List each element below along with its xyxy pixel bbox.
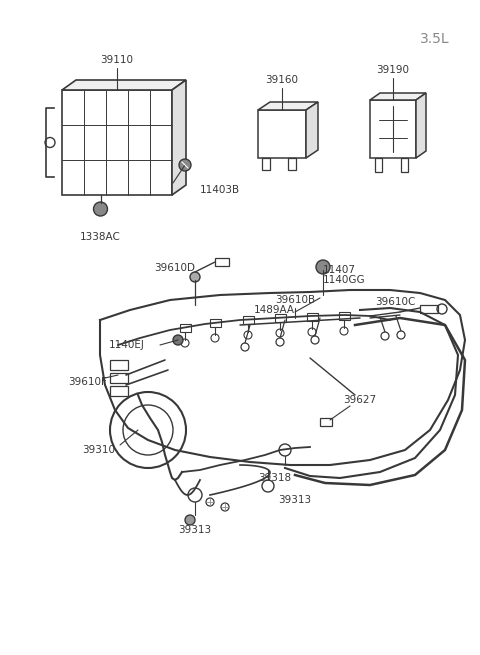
Text: 39110: 39110 [100,55,133,65]
Polygon shape [258,102,318,110]
Text: 11407: 11407 [323,265,356,275]
Text: 11403B: 11403B [200,185,240,195]
Polygon shape [306,102,318,158]
Text: 39627: 39627 [343,395,377,405]
Text: 39610D: 39610D [154,263,195,273]
Text: 39318: 39318 [258,473,291,483]
Polygon shape [370,93,426,100]
Text: 39310: 39310 [82,445,115,455]
Text: 39190: 39190 [376,65,409,75]
Bar [180,324,191,332]
Polygon shape [172,80,186,195]
Text: 1338AC: 1338AC [80,232,121,242]
Text: 39313: 39313 [179,525,212,535]
Bar [215,258,229,266]
Text: 39610C: 39610C [375,297,415,307]
Bar [275,314,286,322]
Circle shape [173,335,183,345]
Bar [288,158,296,170]
Text: 3.5L: 3.5L [420,32,450,46]
Bar [307,313,318,321]
Text: 39610F: 39610F [68,377,107,387]
Bar [375,158,382,172]
Circle shape [94,202,108,216]
Text: 1489AA: 1489AA [254,305,295,315]
Bar [110,360,128,370]
Bar [62,90,172,195]
Text: 39313: 39313 [278,495,312,505]
Bar [210,319,221,327]
Text: 39160: 39160 [265,75,299,85]
Bar [370,100,416,158]
Circle shape [190,272,200,282]
Bar [339,312,350,320]
Circle shape [179,159,191,171]
Bar [110,386,128,396]
Polygon shape [416,93,426,158]
Bar [110,373,128,383]
Bar [258,110,306,158]
Bar [262,158,270,170]
Circle shape [185,515,195,525]
Circle shape [316,260,330,274]
Text: 39610B: 39610B [275,295,315,305]
Text: 1140EJ: 1140EJ [109,340,145,350]
Bar [401,158,408,172]
Polygon shape [62,80,186,90]
Bar [420,305,438,313]
Text: 1140GG: 1140GG [323,275,366,285]
Bar [243,316,254,324]
Bar [320,418,332,426]
